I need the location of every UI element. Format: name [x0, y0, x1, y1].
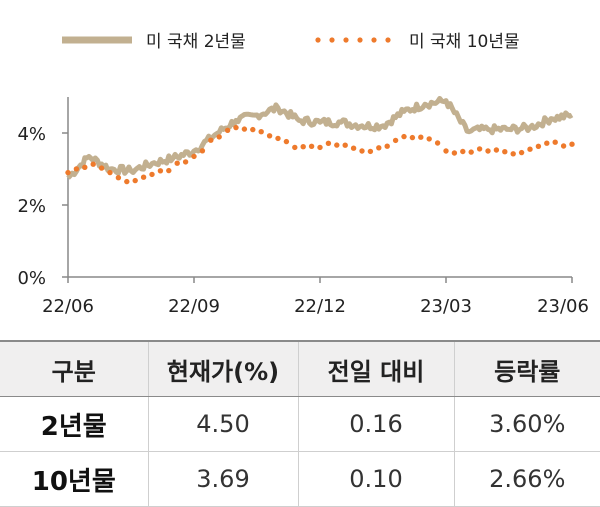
series-point-10y: [535, 143, 542, 149]
series-point-10y: [350, 145, 357, 151]
quote-table: 구분 현재가(%) 전일 대비 등락률 2년물 4.50 0.16 3.60% …: [0, 340, 600, 507]
series-point-10y: [552, 139, 558, 145]
series-point-10y: [560, 143, 567, 149]
series-point-10y: [443, 148, 449, 154]
series-point-10y: [317, 144, 323, 151]
series-point-10y: [191, 153, 197, 160]
series-point-10y: [359, 148, 365, 154]
y-tick-label: 4%: [17, 124, 46, 145]
series-point-10y: [107, 169, 113, 176]
y-tick-label: 0%: [17, 268, 46, 289]
yield-chart: 미 국채 2년물 미 국채 10년물 0% 2% 4% 22/06 22/09 22/12…: [17, 32, 589, 317]
row-price: 4.50: [147, 396, 298, 452]
series-point-10y: [451, 150, 458, 156]
x-tick-label: 23/03: [420, 296, 472, 317]
series-point-10y: [140, 174, 147, 180]
series-point-10y: [82, 164, 88, 170]
legend: 미 국채 2년물 미 국채 10년물: [62, 32, 520, 52]
legend-label-2y: 미 국채 2년물: [146, 32, 246, 52]
series-point-10y: [418, 134, 424, 140]
series-point-10y: [300, 144, 306, 150]
series-point-10y: [65, 169, 71, 176]
legend-swatch-10y: [315, 37, 391, 43]
series-point-10y: [334, 142, 340, 148]
series-point-10y: [174, 160, 180, 166]
series-point-10y: [460, 148, 466, 155]
series-point-10y: [401, 133, 407, 140]
row-name: 2년물: [0, 396, 148, 452]
series-point-10y: [308, 143, 315, 149]
series-point-10y: [502, 149, 508, 155]
series-point-10y: [98, 165, 105, 171]
series-point-10y: [485, 148, 491, 154]
series-point-10y: [224, 127, 231, 133]
row-price: 3.69: [147, 451, 298, 507]
series-point-10y: [527, 146, 533, 152]
series-point-10y: [434, 140, 441, 146]
axis-ticks: 0% 2% 4% 22/06 22/09 22/12 23/03 23/06: [17, 124, 589, 317]
table-row: 10년물 3.69 0.10 2.66%: [0, 451, 600, 507]
series-point-10y: [241, 126, 248, 132]
series-point-10y: [250, 126, 256, 133]
header-change: 전일 대비: [297, 340, 454, 397]
series-point-10y: [409, 134, 416, 141]
series-point-10y: [266, 133, 273, 139]
row-rate: 3.60%: [453, 396, 600, 452]
row-rate: 2.66%: [453, 451, 600, 507]
series-point-10y: [115, 175, 122, 181]
series-point-10y: [518, 149, 525, 156]
row-name: 10년물: [0, 451, 148, 507]
header-price: 현재가(%): [147, 340, 298, 397]
series-point-10y: [208, 137, 214, 143]
header-rate: 등락률: [453, 340, 600, 397]
series-point-10y: [292, 144, 298, 151]
axes: 0% 2% 4% 22/06 22/09 22/12 23/03 23/06: [17, 97, 589, 317]
series-point-10y: [367, 148, 374, 155]
table-row: 2년물 4.50 0.16 3.60%: [0, 396, 600, 452]
series-point-10y: [510, 151, 516, 157]
row-change: 0.16: [297, 396, 454, 452]
series-point-10y: [216, 134, 222, 140]
legend-label-10y: 미 국채 10년물: [409, 32, 520, 52]
series-point-10y: [392, 137, 399, 144]
x-tick-label: 22/09: [168, 296, 220, 317]
series-point-10y: [199, 148, 206, 154]
table-header-row: 구분 현재가(%) 전일 대비 등락률: [0, 340, 600, 397]
series-line-2y: [66, 96, 574, 180]
series-10y: [65, 124, 575, 185]
series-point-10y: [149, 171, 155, 178]
series-point-10y: [544, 140, 550, 146]
series-point-10y: [233, 124, 239, 131]
x-tick-label: 23/06: [537, 296, 589, 317]
series-point-10y: [275, 135, 281, 142]
series-point-10y: [258, 129, 264, 135]
header-category: 구분: [0, 340, 148, 397]
series-point-10y: [493, 147, 500, 153]
series-point-10y: [376, 145, 382, 151]
series-point-10y: [569, 141, 575, 147]
series-point-10y: [426, 136, 432, 142]
series-point-10y: [468, 149, 474, 155]
series-point-10y: [384, 143, 390, 149]
series-point-10y: [132, 177, 138, 184]
y-tick-label: 2%: [17, 196, 46, 217]
series-point-10y: [283, 138, 290, 145]
series-point-10y: [73, 166, 80, 172]
series-point-10y: [182, 159, 189, 165]
series-point-10y: [157, 168, 164, 174]
x-tick-label: 22/12: [294, 296, 346, 317]
series-point-10y: [476, 146, 483, 152]
x-tick-label: 22/06: [42, 296, 94, 317]
series-point-10y: [124, 178, 130, 185]
series-2y: [66, 96, 574, 180]
series-point-10y: [166, 167, 172, 174]
series-point-10y: [342, 142, 348, 148]
series-point-10y: [325, 140, 332, 146]
series-point-10y: [90, 161, 96, 167]
row-change: 0.10: [297, 451, 454, 507]
